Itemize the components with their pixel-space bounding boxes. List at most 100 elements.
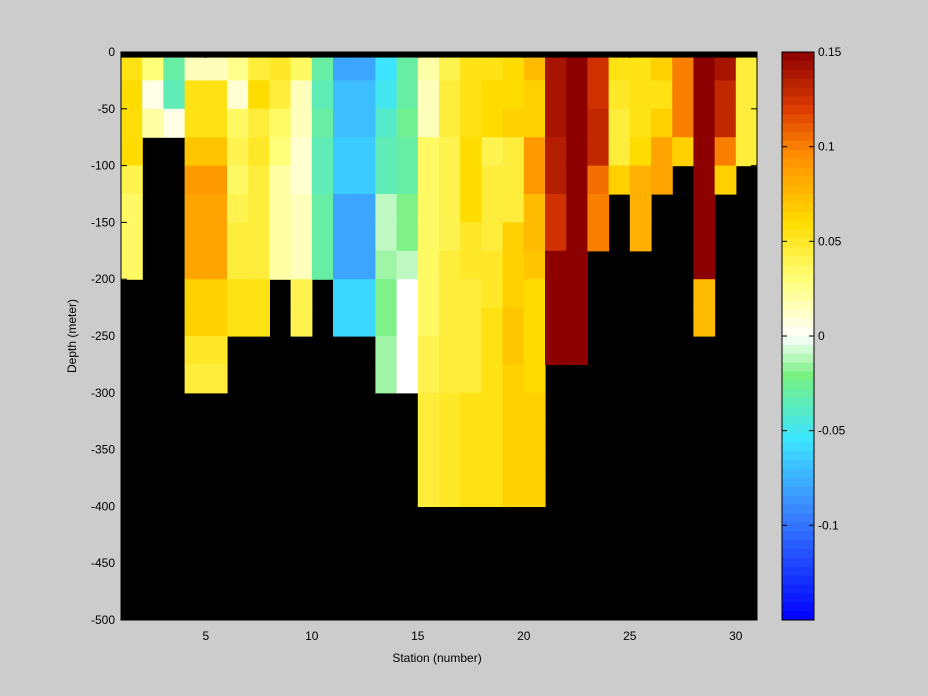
heatmap-cell (248, 194, 270, 223)
heatmap-cell (523, 336, 546, 365)
heatmap-cell (502, 392, 525, 422)
heatmap-cell (714, 57, 737, 81)
heatmap-cell (227, 194, 249, 223)
heatmap-cell (396, 279, 419, 309)
heatmap-cell (227, 80, 249, 110)
heatmap-cell (481, 449, 504, 479)
colorbar-segment (782, 336, 814, 346)
heatmap-cell (269, 250, 292, 280)
heatmap-cell (460, 80, 482, 110)
heatmap-cell (608, 108, 631, 138)
heatmap-cell (502, 478, 525, 507)
x-tick-label: 5 (202, 629, 209, 643)
heatmap-cell (121, 222, 143, 252)
colorbar-tick-label: 0.05 (818, 234, 842, 248)
heatmap-cell (502, 137, 525, 167)
heatmap-cell (396, 57, 419, 81)
heatmap-cell (354, 80, 376, 110)
heatmap-cell (481, 250, 504, 280)
heatmap-cell (735, 108, 758, 138)
colorbar-segment (782, 540, 814, 550)
heatmap-cell (417, 364, 440, 394)
colorbar-segment (782, 593, 814, 603)
heatmap-cell (354, 279, 376, 309)
heatmap-cell (523, 80, 546, 110)
heatmap-cell (354, 307, 376, 337)
heatmap-cell (290, 250, 313, 280)
heatmap-cell (502, 449, 525, 479)
heatmap-cell (396, 336, 419, 365)
heatmap-cell (269, 108, 292, 138)
y-tick-label: -400 (91, 499, 115, 513)
colorbar-segment (782, 575, 814, 586)
colorbar-segment (782, 460, 814, 470)
heatmap-cell (417, 194, 440, 223)
heatmap-cell (693, 165, 716, 195)
heatmap-cell (354, 250, 376, 280)
colorbar-tick-label: -0.05 (818, 424, 846, 438)
colorbar-segment (782, 327, 814, 337)
heatmap-cell (439, 137, 461, 167)
heatmap-cell (481, 364, 504, 394)
heatmap-cell (205, 279, 228, 309)
heatmap-cell (375, 137, 398, 167)
colorbar-segment (782, 407, 814, 417)
heatmap-cell (587, 222, 610, 252)
heatmap-cell (121, 250, 143, 280)
heatmap-cell (672, 137, 694, 167)
heatmap-cell (121, 80, 143, 110)
heatmap-cell (502, 421, 525, 451)
colorbar-segment (782, 78, 814, 89)
heatmap-cell (629, 80, 652, 110)
heatmap-cell (545, 57, 567, 81)
heatmap-cell (693, 279, 716, 309)
heatmap-cell (481, 421, 504, 451)
heatmap-cell (693, 137, 716, 167)
heatmap-cell (566, 80, 588, 110)
heatmap-cell (227, 250, 249, 280)
heatmap-cell (375, 279, 398, 309)
heatmap-cell (629, 57, 652, 81)
colorbar-segment (782, 344, 814, 355)
heatmap-cell (523, 137, 546, 167)
heatmap-cell (439, 336, 461, 365)
heatmap-cell (439, 80, 461, 110)
heatmap-cell (460, 336, 482, 365)
heatmap-cell (290, 279, 313, 309)
heatmap-cell (481, 165, 504, 195)
heatmap-cell (566, 165, 588, 195)
heatmap-cell (523, 392, 546, 422)
heatmap-cell (184, 279, 207, 309)
heatmap-cell (269, 57, 292, 81)
colorbar-segment (782, 300, 814, 310)
heatmap-cell (375, 307, 398, 337)
heatmap-cell (460, 307, 482, 337)
heatmap-cell (651, 137, 673, 167)
heatmap-cell (333, 194, 355, 223)
heatmap-cell (417, 250, 440, 280)
heatmap-cell (651, 108, 673, 138)
heatmap-cell (333, 279, 355, 309)
heatmap-cell (248, 137, 270, 167)
heatmap-cell (545, 194, 567, 223)
heatmap-cell (566, 250, 588, 280)
colorbar-segment (782, 247, 814, 257)
heatmap-cell (396, 307, 419, 337)
heatmap-cell (417, 336, 440, 365)
heatmap-cell (417, 478, 440, 507)
colorbar-segment (782, 96, 814, 106)
heatmap-cell (523, 165, 546, 195)
heatmap-cell (481, 194, 504, 223)
heatmap-cell (205, 222, 228, 252)
heatmap-cell (481, 336, 504, 365)
heatmap-cell (333, 165, 355, 195)
y-tick-label: -50 (98, 102, 116, 116)
heatmap-cell (248, 307, 270, 337)
colorbar-segment (782, 52, 814, 62)
heatmap-cell (608, 165, 631, 195)
heatmap-cell (481, 222, 504, 252)
heatmap-cell (523, 279, 546, 309)
colorbar-segment (782, 478, 814, 488)
colorbar-segment (782, 114, 814, 124)
